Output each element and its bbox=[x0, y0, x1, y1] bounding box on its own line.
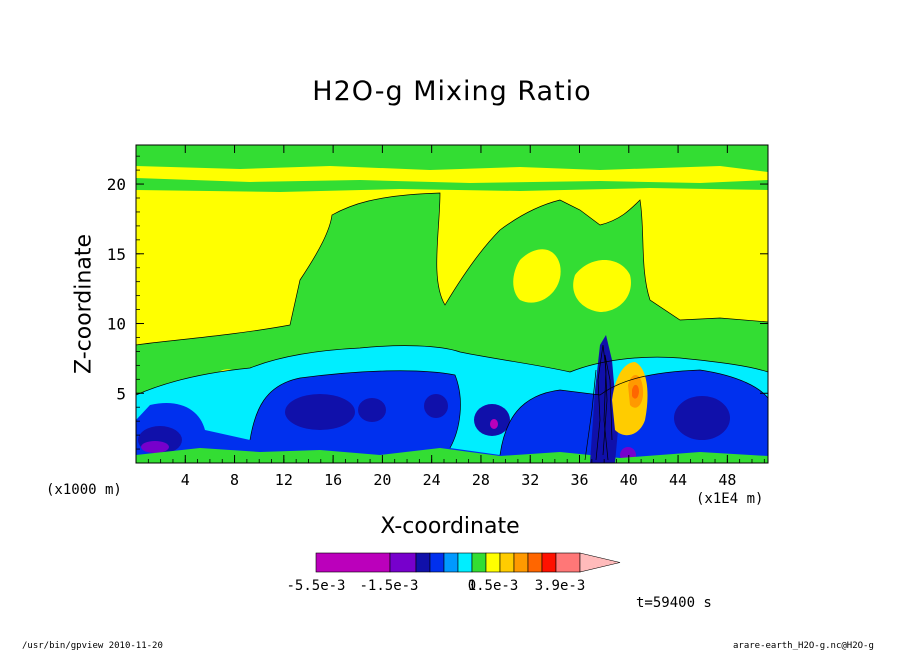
x-tick-label: 48 bbox=[718, 471, 736, 489]
x-unit-right: (x1E4 m) bbox=[696, 491, 764, 507]
contour-purple-min-2 bbox=[490, 419, 498, 429]
colorbar-swatch bbox=[471, 552, 487, 573]
colorbar-label: -5.5e-3 bbox=[286, 578, 345, 594]
x-tick-label: 12 bbox=[275, 471, 293, 489]
colorbar-swatch bbox=[541, 552, 557, 573]
footer-left: /usr/bin/gpview 2010-11-20 bbox=[22, 641, 163, 651]
colorbar-swatch bbox=[527, 552, 543, 573]
x-tick-label: 32 bbox=[521, 471, 539, 489]
chart-title: H2O-g Mixing Ratio bbox=[312, 76, 592, 107]
x-tick-label: 16 bbox=[324, 471, 342, 489]
colorbar-swatch bbox=[555, 552, 581, 573]
contour-lines bbox=[136, 192, 768, 461]
contour-upper-green-stripe bbox=[136, 178, 768, 192]
colorbar-label: 3.9e-3 bbox=[535, 578, 586, 594]
colorbar-swatch bbox=[315, 552, 391, 573]
contour-darkblue-core-3 bbox=[424, 394, 448, 418]
y-tick-label: 5 bbox=[116, 384, 126, 403]
colorbar-swatch bbox=[415, 552, 431, 573]
contour-field bbox=[136, 145, 768, 463]
contour-darkblue-core-1 bbox=[285, 394, 355, 430]
contour-purple-min-1 bbox=[141, 441, 169, 453]
colorbar-swatch bbox=[485, 552, 501, 573]
x-tick-label: 36 bbox=[570, 471, 588, 489]
x-tick-label: 4 bbox=[181, 471, 190, 489]
colorbar-label: -1.5e-3 bbox=[359, 578, 418, 594]
colorbar-swatch bbox=[457, 552, 473, 573]
x-tick-label: 40 bbox=[620, 471, 638, 489]
colorbar-swatch bbox=[389, 552, 417, 573]
time-label: t=59400 s bbox=[636, 595, 712, 611]
x-axis-label: X-coordinate bbox=[380, 514, 520, 539]
x-tick-label: 24 bbox=[423, 471, 441, 489]
colorbar bbox=[315, 552, 621, 573]
y-tick-label: 15 bbox=[107, 245, 126, 264]
footer-right: arare-earth_H2O-g.nc@H2O-g bbox=[733, 641, 874, 651]
x-axis-ticks: 4 8 12 16 20 24 28 32 36 40 44 48 bbox=[147, 145, 765, 489]
colorbar-swatch bbox=[429, 552, 445, 573]
x-tick-label: 20 bbox=[373, 471, 391, 489]
plot-frame bbox=[135, 144, 769, 464]
colorbar-swatch bbox=[513, 552, 529, 573]
colorbar-label: 0 bbox=[468, 578, 476, 594]
colorbar-label: 1.5e-3 bbox=[468, 578, 519, 594]
y-axis-ticks: 5 10 15 20 bbox=[107, 155, 768, 450]
y-tick-label: 20 bbox=[107, 175, 126, 194]
x-tick-label: 28 bbox=[472, 471, 490, 489]
x-tick-label: 44 bbox=[669, 471, 687, 489]
colorbar-arrow bbox=[579, 552, 621, 573]
y-tick-label: 10 bbox=[107, 315, 126, 334]
x-unit-left: (x1000 m) bbox=[46, 482, 122, 498]
contour-yellow-pocket-1 bbox=[513, 249, 561, 303]
colorbar-swatch bbox=[499, 552, 515, 573]
contour-upper-green-band bbox=[136, 145, 768, 172]
contour-moist-anomaly-max bbox=[632, 384, 639, 399]
contour-darkblue-core-2 bbox=[358, 398, 386, 422]
contour-darkblue-core-5 bbox=[674, 396, 730, 440]
x-tick-label: 8 bbox=[230, 471, 239, 489]
contour-yellow-pocket-2 bbox=[573, 260, 631, 312]
colorbar-swatch bbox=[443, 552, 459, 573]
colorbar-labels: -5.5e-3 -1.5e-3 01.5e-3 3.9e-3 bbox=[286, 578, 585, 594]
contour-plume-core bbox=[590, 335, 618, 463]
y-axis-label: Z-coordinate bbox=[71, 234, 97, 374]
